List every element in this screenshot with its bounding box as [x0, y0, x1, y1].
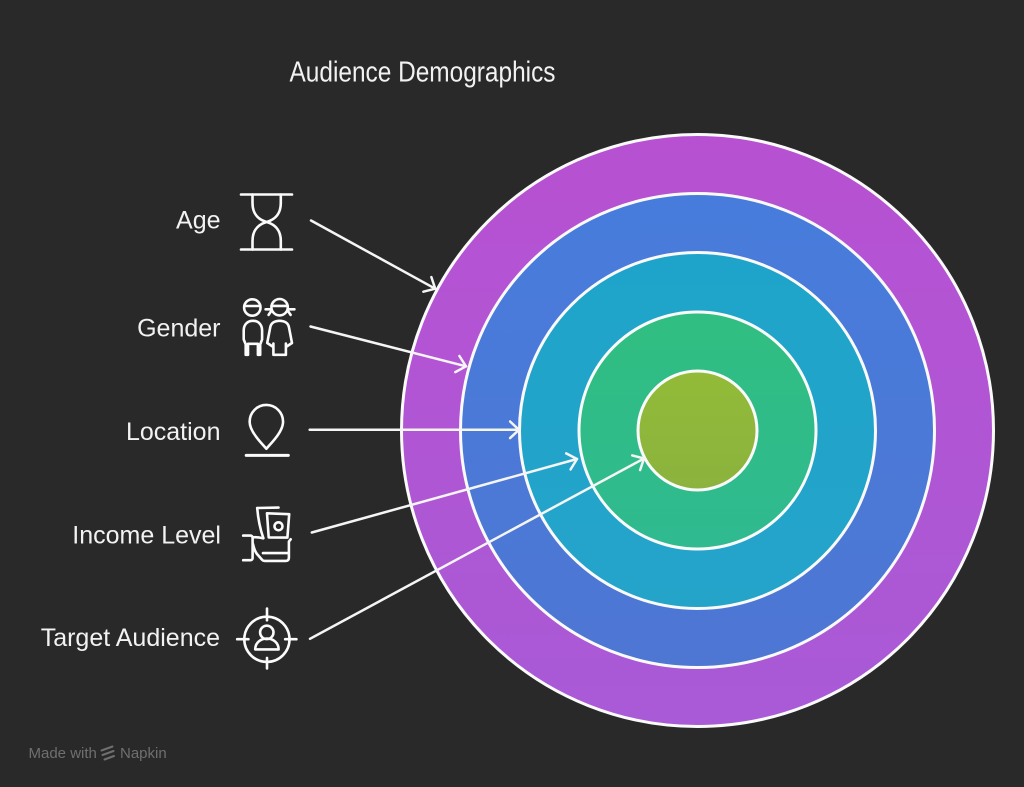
svg-text:Napkin: Napkin [120, 745, 167, 762]
svg-text:Audience Demographics: Audience Demographics [290, 57, 556, 89]
svg-text:Gender: Gender [137, 315, 220, 343]
svg-text:Made with: Made with [29, 745, 97, 762]
svg-text:Location: Location [126, 418, 221, 446]
svg-text:Income Level: Income Level [72, 521, 221, 549]
svg-text:Age: Age [176, 207, 220, 235]
svg-text:Target Audience: Target Audience [41, 624, 220, 652]
